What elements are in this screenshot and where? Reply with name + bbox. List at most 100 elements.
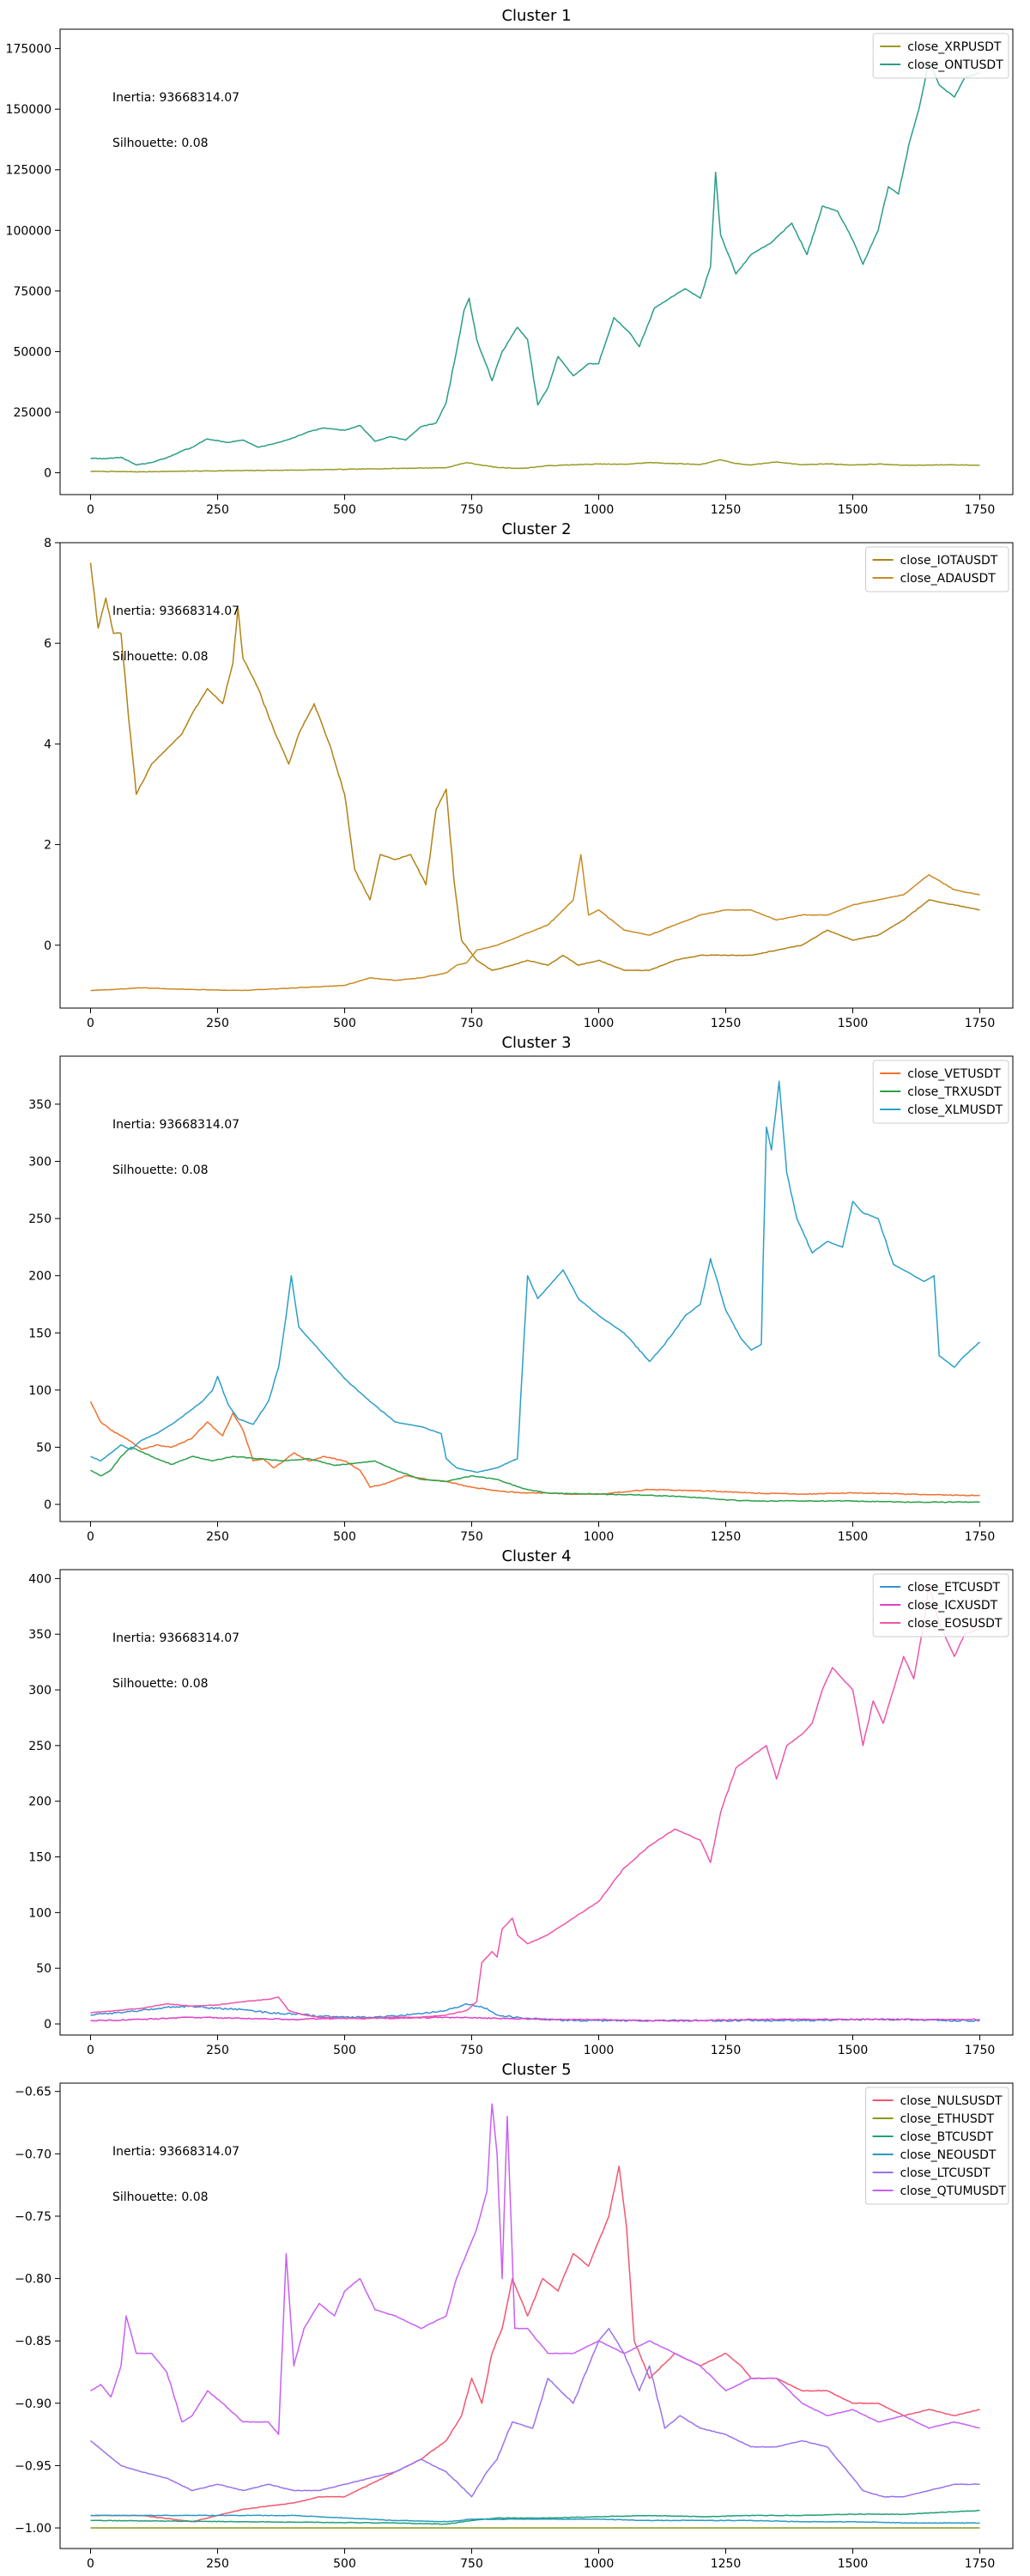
y-tick-label: 350 xyxy=(28,1628,52,1642)
chart-title: Cluster 1 xyxy=(501,7,571,25)
x-tick-label: 500 xyxy=(333,2557,356,2571)
series-line-close_QTUMUSDT xyxy=(90,2103,980,2435)
y-tick-label: 300 xyxy=(28,1684,52,1698)
chart-panel-5: Cluster 5 0 250 500 750 1000 1250 1500 1750 −1.00… xyxy=(15,2061,1014,2571)
silhouette-annotation: Silhouette: 0.08 xyxy=(112,650,209,664)
x-tick-label: 1750 xyxy=(965,1017,996,1030)
x-tick-label: 1750 xyxy=(965,503,996,517)
y-tick-label: 2 xyxy=(44,839,52,853)
x-tick-label: 750 xyxy=(460,503,483,517)
x-tick-label: 1250 xyxy=(711,503,742,517)
x-tick-label: 1000 xyxy=(584,1530,615,1544)
y-tick-label: 175000 xyxy=(6,43,52,57)
legend: close_NULSUSDT close_ETHUSDT close_BTCUSDT… xyxy=(865,2087,1009,2205)
series-line-close_TRXUSDT xyxy=(90,1446,980,1504)
legend-label: close_TRXUSDT xyxy=(907,1085,1002,1099)
x-tick-label: 500 xyxy=(333,1530,356,1544)
legend-label: close_NEOUSDT xyxy=(900,2148,997,2162)
y-tick-label: 400 xyxy=(28,1572,52,1586)
y-tick-label: −0.95 xyxy=(15,2459,52,2473)
y-tick-label: 150000 xyxy=(6,103,52,117)
silhouette-annotation: Silhouette: 0.08 xyxy=(112,1677,209,1691)
legend-box xyxy=(872,1060,1009,1124)
x-tick-label: 1000 xyxy=(584,1017,615,1030)
legend-box xyxy=(865,546,1009,592)
x-tick-label: 1250 xyxy=(711,1530,742,1544)
legend-box xyxy=(865,2087,1009,2205)
y-tick-label: 250 xyxy=(28,1740,52,1753)
legend-label: close_QTUMUSDT xyxy=(900,2184,1007,2198)
silhouette-annotation: Silhouette: 0.08 xyxy=(112,2190,209,2204)
x-tick-label: 1250 xyxy=(711,2044,742,2057)
chart-panel-4: Cluster 4 0 250 500 750 1000 1250 1500 1750 0 50 10… xyxy=(28,1547,1014,2057)
y-tick-label: −0.85 xyxy=(15,2335,52,2348)
y-tick-label: 50 xyxy=(36,1962,52,1976)
x-tick-label: 500 xyxy=(333,503,356,517)
x-tick-label: 750 xyxy=(460,1530,483,1544)
legend-label: close_BTCUSDT xyxy=(900,2130,994,2144)
series-group xyxy=(89,1080,980,1504)
x-tick-label: 750 xyxy=(460,2557,483,2571)
legend: close_VETUSDT close_TRXUSDT close_XLMUSDT xyxy=(872,1060,1009,1124)
chart-title: Cluster 3 xyxy=(501,1034,571,1052)
legend-label: close_ETCUSDT xyxy=(907,1581,1000,1595)
x-tick-label: 1000 xyxy=(584,2044,615,2057)
series-line-close_ETCUSDT xyxy=(90,2002,980,2022)
y-tick-label: −0.70 xyxy=(15,2148,52,2161)
x-tick-label: 500 xyxy=(333,1017,356,1030)
y-tick-label: 0 xyxy=(44,467,52,481)
series-line-close_NEOUSDT xyxy=(90,2514,980,2524)
x-tick-label: 1000 xyxy=(584,2557,615,2571)
x-tick-label: 1250 xyxy=(711,1017,742,1030)
y-tick-label: 75000 xyxy=(13,285,52,299)
legend-label: close_ETHUSDT xyxy=(900,2112,995,2126)
legend-label: close_ICXUSDT xyxy=(907,1599,997,1613)
series-line-close_ONTUSDT xyxy=(90,59,980,466)
legend-box xyxy=(872,1573,1009,1637)
silhouette-annotation: Silhouette: 0.08 xyxy=(112,137,209,150)
chart-panel-2: Cluster 2 0 250 500 750 1000 1250 1500 1750 0 2 4 6 8… xyxy=(44,520,1014,1030)
y-tick-label: 4 xyxy=(44,738,52,751)
y-tick-label: 50000 xyxy=(13,345,52,359)
legend: close_IOTAUSDT close_ADAUSDT xyxy=(865,546,1009,592)
y-tick-label: 100 xyxy=(28,1906,52,1920)
series-line-close_EOSUSDT xyxy=(90,1583,980,2020)
legend: close_XRPUSDT close_ONTUSDT xyxy=(872,33,1009,79)
x-tick-label: 1500 xyxy=(838,2044,869,2057)
series-line-close_LTCUSDT xyxy=(90,2327,980,2498)
legend-label: close_ADAUSDT xyxy=(900,572,997,586)
x-tick-label: 1500 xyxy=(838,2557,869,2571)
y-tick-label: −0.80 xyxy=(15,2273,52,2287)
x-tick-label: 1500 xyxy=(838,1017,869,1030)
x-tick-label: 0 xyxy=(87,2044,94,2057)
series-line-close_IOTAUSDT xyxy=(89,562,980,972)
x-tick-label: 250 xyxy=(206,2044,229,2057)
inertia-annotation: Inertia: 93668314.07 xyxy=(112,91,239,105)
x-tick-label: 250 xyxy=(206,503,229,517)
chart-title: Cluster 4 xyxy=(501,1547,571,1565)
y-tick-label: 25000 xyxy=(13,406,52,420)
y-tick-label: 0 xyxy=(44,939,52,953)
y-tick-label: 100000 xyxy=(6,224,52,238)
y-tick-label: −1.00 xyxy=(15,2522,52,2536)
chart-title: Cluster 2 xyxy=(501,520,571,538)
x-tick-label: 0 xyxy=(87,1530,94,1544)
y-tick-label: 350 xyxy=(28,1098,52,1112)
series-group xyxy=(90,2103,980,2529)
y-tick-label: 300 xyxy=(28,1156,52,1170)
series-group xyxy=(90,59,980,473)
y-tick-label: 0 xyxy=(44,1498,52,1512)
y-tick-label: 8 xyxy=(44,537,52,550)
series-group xyxy=(90,1583,980,2022)
legend-label: close_VETUSDT xyxy=(907,1067,1001,1081)
legend-label: close_LTCUSDT xyxy=(900,2166,991,2180)
y-tick-label: 125000 xyxy=(6,164,52,178)
series-line-close_ADAUSDT xyxy=(90,854,980,992)
y-tick-label: −0.65 xyxy=(15,2086,52,2099)
x-tick-label: 0 xyxy=(87,503,94,517)
series-line-close_BTCUSDT xyxy=(90,2509,980,2525)
y-tick-label: −0.90 xyxy=(15,2397,52,2411)
x-tick-label: 1750 xyxy=(965,2557,996,2571)
x-tick-label: 1500 xyxy=(838,503,869,517)
